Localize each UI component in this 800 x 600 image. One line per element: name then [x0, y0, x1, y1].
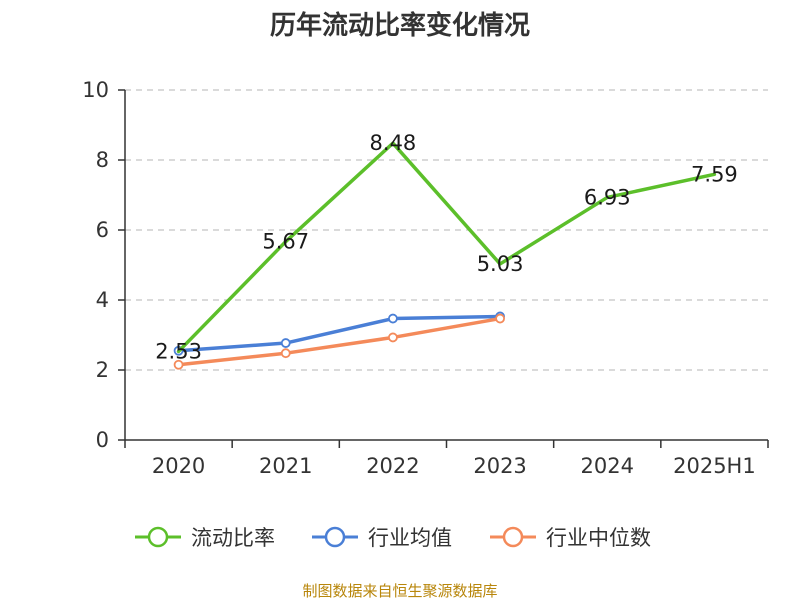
y-tick-label: 2: [96, 358, 109, 382]
y-tick-label: 0: [96, 428, 109, 452]
legend-item-1[interactable]: 行业均值: [312, 526, 452, 550]
data-point: [173, 359, 184, 370]
chart-title: 历年流动比率变化情况: [270, 10, 530, 41]
data-label: 7.59: [691, 162, 738, 186]
legend-marker: [147, 526, 169, 548]
x-tick-label: 2022: [366, 454, 419, 478]
data-point: [280, 348, 291, 359]
data-label: 5.03: [477, 252, 524, 276]
x-tick-label: 2020: [152, 454, 205, 478]
y-tick-label: 10: [82, 78, 109, 102]
gridlines: [125, 89, 768, 371]
axes: 0 2 4 6 8 10 2020 2021 2022 2023 2024 2025H1: [82, 78, 769, 478]
legend-label: 行业均值: [368, 526, 452, 550]
data-point: [280, 338, 291, 348]
x-tick-label: 2025H1: [673, 454, 756, 478]
series-lines: [173, 141, 717, 370]
series-line-1: [176, 314, 502, 353]
y-tick-label: 4: [96, 288, 109, 312]
data-labels: 2.53 5.67 8.48 5.03 6.93 7.59: [155, 131, 738, 363]
legend-item-0[interactable]: 流动比率: [135, 526, 275, 550]
source-note: 制图数据来自恒生聚源数据库: [302, 582, 497, 600]
data-point: [388, 332, 398, 343]
y-tick-label: 6: [96, 218, 109, 242]
series-line-0: [176, 141, 717, 354]
data-label: 2.53: [155, 339, 202, 363]
data-point: [388, 313, 398, 324]
legend-item-2[interactable]: 行业中位数: [490, 526, 651, 550]
data-label: 5.67: [262, 230, 309, 254]
series-line-2: [176, 316, 502, 367]
x-tick-label: 2021: [259, 454, 312, 478]
data-label: 8.48: [370, 131, 417, 155]
x-tick-label: 2024: [581, 454, 634, 478]
legend-marker: [502, 526, 524, 548]
x-tick-label: 2023: [473, 454, 526, 478]
data-label: 6.93: [584, 185, 631, 209]
legend-label: 流动比率: [191, 526, 275, 550]
legend-marker: [324, 526, 346, 548]
data-point: [495, 313, 505, 324]
y-tick-label: 8: [96, 148, 109, 172]
legend-label: 行业中位数: [546, 526, 651, 550]
legend[interactable]: 流动比率 行业均值 行业中位数: [135, 526, 651, 550]
